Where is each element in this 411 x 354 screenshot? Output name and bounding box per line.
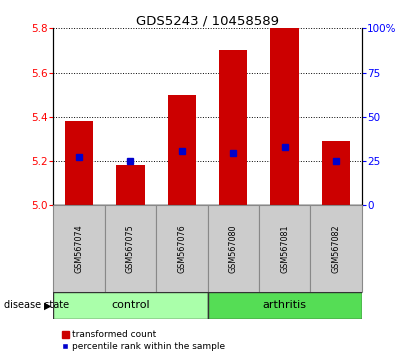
- Bar: [168, 95, 196, 205]
- Text: GSM567082: GSM567082: [332, 224, 340, 273]
- Bar: [65, 121, 93, 205]
- Bar: [208, 292, 362, 319]
- Text: GSM567080: GSM567080: [229, 224, 238, 273]
- Text: disease state: disease state: [4, 300, 69, 310]
- Text: GSM567075: GSM567075: [126, 224, 135, 273]
- Bar: [219, 50, 247, 205]
- Bar: [53, 205, 105, 292]
- Bar: [53, 292, 208, 319]
- Bar: [156, 205, 208, 292]
- Legend: transformed count, percentile rank within the sample: transformed count, percentile rank withi…: [58, 327, 229, 354]
- Bar: [105, 205, 156, 292]
- Text: arthritis: arthritis: [263, 300, 307, 310]
- Bar: [322, 141, 350, 205]
- Bar: [259, 205, 310, 292]
- Bar: [116, 166, 145, 205]
- Text: GSM567074: GSM567074: [75, 224, 83, 273]
- Text: ▶: ▶: [44, 300, 51, 310]
- Text: GSM567081: GSM567081: [280, 224, 289, 273]
- Text: control: control: [111, 300, 150, 310]
- Bar: [310, 205, 362, 292]
- Title: GDS5243 / 10458589: GDS5243 / 10458589: [136, 14, 279, 27]
- Bar: [270, 28, 299, 205]
- Text: GSM567076: GSM567076: [178, 224, 186, 273]
- Bar: [208, 205, 259, 292]
